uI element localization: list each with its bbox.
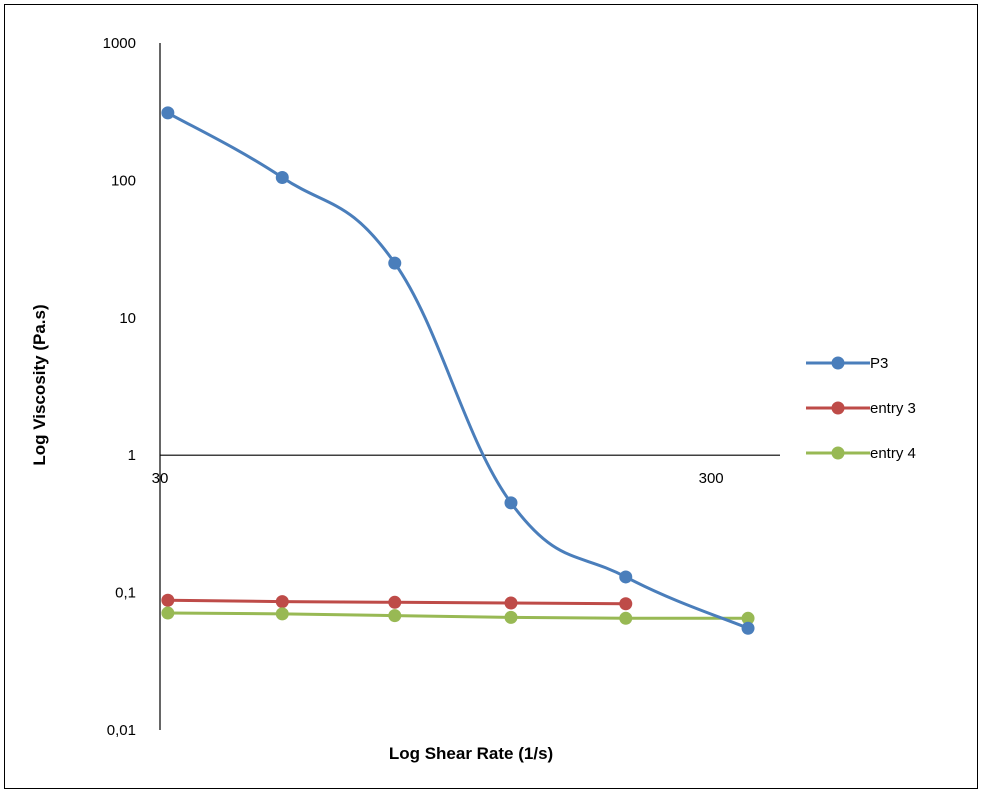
series-entry-3 [161, 593, 633, 611]
y-axis-title: Log Viscosity (Pa.s) [30, 304, 49, 465]
data-point-entry-4 [619, 611, 633, 625]
legend-label: P3 [870, 355, 888, 372]
legend-item-p3: P3 [806, 355, 888, 372]
chart-border [4, 4, 978, 789]
data-point-entry-4 [504, 610, 518, 624]
legend: P3 entry 3 entry 4 [806, 355, 916, 462]
legend-item-entry-3: entry 3 [806, 400, 916, 417]
series-line-entry-4 [166, 611, 750, 620]
legend-item-entry-4: entry 4 [806, 445, 916, 462]
legend-marker [831, 401, 845, 415]
data-point-p3 [275, 170, 289, 184]
data-point-p3 [388, 256, 402, 270]
data-point-entry-3 [275, 595, 289, 609]
x-tick-label: 30 [152, 470, 169, 487]
data-point-entry-3 [388, 595, 402, 609]
y-tick-label: 0,1 [115, 585, 136, 602]
data-point-entry-4 [388, 609, 402, 623]
y-tick-label: 1000 [103, 35, 136, 52]
data-point-p3 [741, 621, 755, 635]
legend-label: entry 3 [870, 400, 916, 417]
series-line-p3 [166, 111, 750, 630]
legend-label: entry 4 [870, 445, 916, 462]
y-tick-label: 1 [128, 447, 136, 464]
x-tick-label: 300 [699, 470, 724, 487]
series-entry-4 [161, 606, 755, 625]
legend-marker [831, 446, 845, 460]
series-p3 [161, 106, 755, 635]
data-point-entry-3 [504, 596, 518, 610]
data-point-p3 [619, 570, 633, 584]
data-point-entry-4 [275, 607, 289, 621]
data-point-entry-3 [619, 597, 633, 611]
data-point-entry-4 [161, 606, 175, 620]
data-point-p3 [504, 496, 518, 510]
y-tick-label: 0,01 [107, 722, 136, 739]
data-point-p3 [161, 106, 175, 120]
data-point-entry-4 [741, 611, 755, 625]
y-tick-label: 10 [119, 310, 136, 327]
legend-marker [831, 356, 845, 370]
y-tick-label: 100 [111, 172, 136, 189]
data-point-entry-3 [161, 593, 175, 607]
x-axis-title: Log Shear Rate (1/s) [389, 744, 553, 763]
